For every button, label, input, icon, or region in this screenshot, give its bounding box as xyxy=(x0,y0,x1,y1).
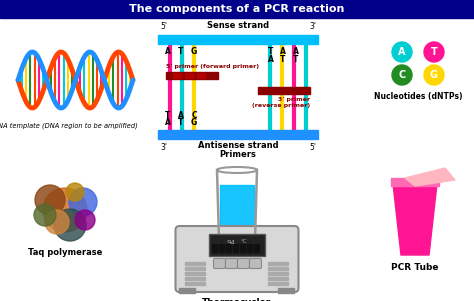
Text: DNA template (DNA region to be amplified): DNA template (DNA region to be amplified… xyxy=(0,122,137,129)
Text: G: G xyxy=(191,118,197,127)
Bar xyxy=(220,185,254,239)
Circle shape xyxy=(424,42,444,62)
Bar xyxy=(391,178,439,186)
Circle shape xyxy=(66,183,84,201)
Bar xyxy=(254,244,259,252)
Text: Antisense strand: Antisense strand xyxy=(198,141,278,150)
Bar xyxy=(268,282,289,285)
Bar xyxy=(185,272,206,275)
Text: °C: °C xyxy=(241,239,247,244)
FancyBboxPatch shape xyxy=(175,226,299,292)
Circle shape xyxy=(34,204,56,226)
Bar xyxy=(173,73,181,78)
Text: G: G xyxy=(430,70,438,80)
FancyBboxPatch shape xyxy=(237,259,249,268)
Bar xyxy=(185,262,206,265)
FancyBboxPatch shape xyxy=(249,259,262,268)
Text: T: T xyxy=(178,47,184,56)
Bar xyxy=(219,244,224,252)
Bar xyxy=(268,267,289,270)
Circle shape xyxy=(43,188,87,232)
Ellipse shape xyxy=(220,237,254,243)
Bar xyxy=(185,277,206,280)
Text: 5': 5' xyxy=(160,22,167,31)
Bar xyxy=(268,277,289,280)
Bar xyxy=(226,244,231,252)
Bar xyxy=(197,73,205,78)
Bar xyxy=(209,234,265,256)
Bar xyxy=(233,244,238,252)
Circle shape xyxy=(392,65,412,85)
Text: 94: 94 xyxy=(227,240,236,246)
Text: 5' primer (forward primer): 5' primer (forward primer) xyxy=(166,64,259,69)
Bar xyxy=(240,244,245,252)
Bar xyxy=(158,130,318,139)
Text: The components of a PCR reaction: The components of a PCR reaction xyxy=(129,4,345,14)
Text: T: T xyxy=(268,47,273,56)
Circle shape xyxy=(75,210,95,230)
Circle shape xyxy=(392,42,412,62)
Text: T: T xyxy=(178,118,184,127)
Circle shape xyxy=(45,210,69,234)
Text: T: T xyxy=(165,111,171,120)
Bar xyxy=(268,262,289,265)
Polygon shape xyxy=(405,168,455,186)
Bar xyxy=(158,35,318,44)
Text: A: A xyxy=(398,47,406,57)
FancyBboxPatch shape xyxy=(213,259,226,268)
Circle shape xyxy=(35,185,65,215)
Text: 5': 5' xyxy=(309,143,316,152)
Bar xyxy=(185,282,206,285)
Text: T: T xyxy=(280,55,286,64)
Text: Buffer solution: Buffer solution xyxy=(199,248,275,257)
Ellipse shape xyxy=(217,167,257,173)
Text: 3' primer
(reverse primer): 3' primer (reverse primer) xyxy=(252,97,310,108)
Text: Sense strand: Sense strand xyxy=(207,21,269,30)
Text: Nucleotides (dNTPs): Nucleotides (dNTPs) xyxy=(374,92,462,101)
Text: C: C xyxy=(398,70,406,80)
Text: A: A xyxy=(280,47,286,56)
Polygon shape xyxy=(393,184,437,255)
Text: A: A xyxy=(293,47,299,56)
Text: T: T xyxy=(293,55,299,64)
Circle shape xyxy=(424,65,444,85)
Text: Taq polymerase: Taq polymerase xyxy=(28,248,102,257)
Bar xyxy=(212,244,217,252)
Bar xyxy=(180,288,195,293)
Bar xyxy=(279,288,294,293)
Circle shape xyxy=(69,188,97,216)
Text: A: A xyxy=(165,118,171,127)
Bar xyxy=(247,244,252,252)
Bar xyxy=(268,272,289,275)
Text: C: C xyxy=(191,111,197,120)
Circle shape xyxy=(54,209,86,241)
Bar xyxy=(258,87,310,94)
Text: Thermocycler: Thermocycler xyxy=(202,298,272,301)
Text: T: T xyxy=(430,47,438,57)
Text: A: A xyxy=(178,111,184,120)
Text: A: A xyxy=(165,47,171,56)
Text: A: A xyxy=(268,55,274,64)
Bar xyxy=(185,267,206,270)
Bar xyxy=(185,73,193,78)
Text: Primers: Primers xyxy=(219,150,256,159)
FancyBboxPatch shape xyxy=(226,259,237,268)
Text: G: G xyxy=(191,47,197,56)
Bar xyxy=(166,72,218,79)
Text: PCR Tube: PCR Tube xyxy=(391,263,439,272)
Bar xyxy=(0,0,474,18)
Text: 3': 3' xyxy=(309,22,316,31)
Text: 3': 3' xyxy=(160,143,167,152)
